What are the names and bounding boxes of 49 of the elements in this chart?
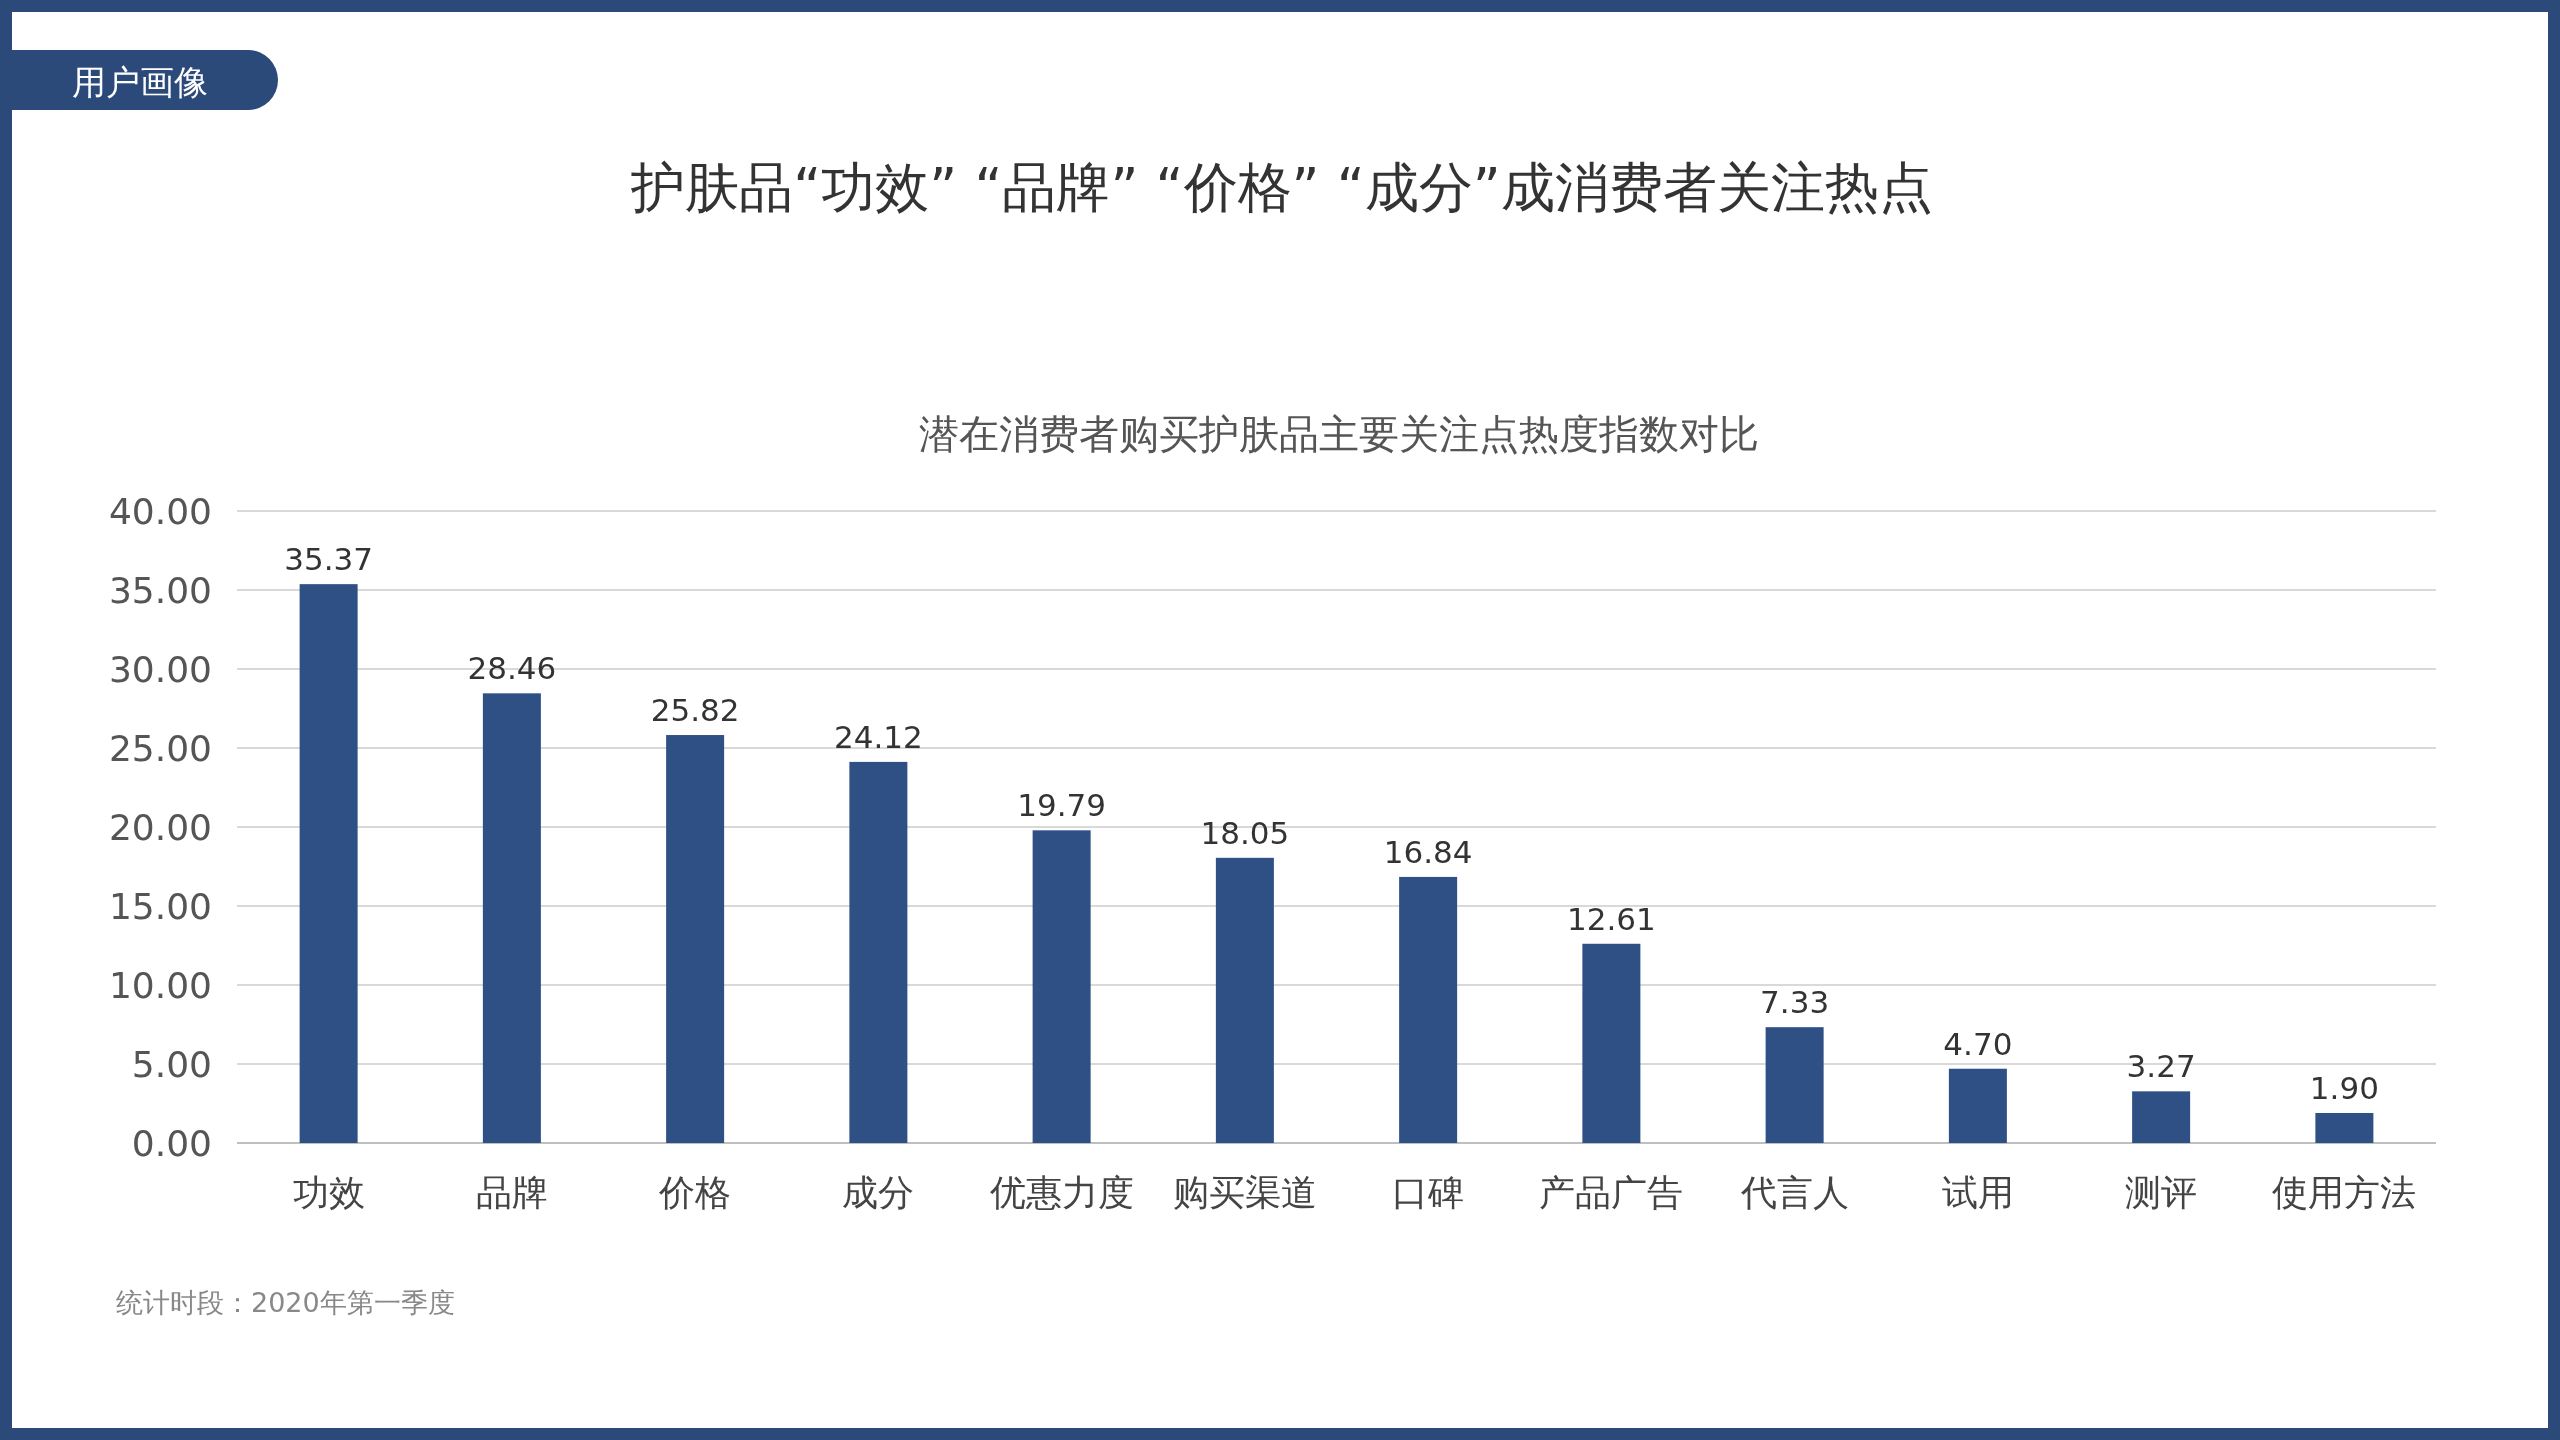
bar xyxy=(482,693,541,1143)
bar xyxy=(849,761,908,1143)
data-label: 25.82 xyxy=(650,692,740,729)
y-tick-label: 40.00 xyxy=(108,490,212,532)
y-tick-label: 15.00 xyxy=(108,885,212,927)
data-label: 35.37 xyxy=(284,541,373,578)
x-tick-label: 优惠力度 xyxy=(989,1172,1134,1213)
bar xyxy=(1948,1068,2007,1143)
data-label: 18.05 xyxy=(1200,814,1290,851)
x-tick-label: 功效 xyxy=(292,1172,365,1213)
y-tick-label: 10.00 xyxy=(108,964,212,1006)
bar xyxy=(1582,943,1641,1143)
y-tick-label: 5.00 xyxy=(131,1043,212,1085)
bar xyxy=(2132,1091,2191,1143)
x-tick-label: 试用 xyxy=(1941,1172,2014,1213)
y-tick-label: 30.00 xyxy=(108,648,212,690)
data-label: 4.70 xyxy=(1943,1025,2013,1062)
bar xyxy=(666,735,725,1143)
text: 用户画像 xyxy=(72,62,208,102)
y-tick-label: 25.00 xyxy=(108,727,212,769)
bar xyxy=(1032,830,1091,1143)
x-tick-label: 口碑 xyxy=(1392,1172,1465,1213)
y-tick-label: 20.00 xyxy=(108,806,212,848)
data-label: 16.84 xyxy=(1383,833,1473,870)
data-label: 7.33 xyxy=(1760,984,1830,1021)
bar xyxy=(2315,1112,2374,1143)
bar xyxy=(1399,876,1458,1143)
data-label: 24.12 xyxy=(834,718,923,755)
data-label: 28.46 xyxy=(467,650,557,687)
y-tick-label: 0.00 xyxy=(131,1122,212,1164)
x-tick-label: 成分 xyxy=(842,1172,915,1213)
text: 统计时段：2020年第一季度 xyxy=(116,1287,455,1318)
bar xyxy=(1765,1027,1824,1143)
chart-title: 护肤品“功效” “品牌” “价格” “成分”成消费者关注热点 xyxy=(630,156,1933,219)
data-label: 1.90 xyxy=(2309,1069,2379,1106)
x-tick-label: 测评 xyxy=(2125,1172,2198,1213)
x-tick-label: 代言人 xyxy=(1739,1172,1849,1213)
bar xyxy=(1215,857,1274,1143)
x-tick-label: 购买渠道 xyxy=(1172,1172,1317,1213)
data-label: 12.61 xyxy=(1567,900,1656,937)
x-tick-label: 产品广告 xyxy=(1539,1172,1684,1213)
y-tick-label: 35.00 xyxy=(108,569,212,611)
data-label: 3.27 xyxy=(2126,1048,2196,1085)
x-tick-label: 使用方法 xyxy=(2272,1172,2417,1213)
bar xyxy=(299,584,358,1143)
x-tick-label: 价格 xyxy=(658,1172,732,1213)
chart-subtitle: 潜在消费者购买护肤品主要关注点热度指数对比 xyxy=(918,411,1759,457)
x-tick-label: 品牌 xyxy=(475,1172,548,1213)
data-label: 19.79 xyxy=(1017,787,1106,824)
